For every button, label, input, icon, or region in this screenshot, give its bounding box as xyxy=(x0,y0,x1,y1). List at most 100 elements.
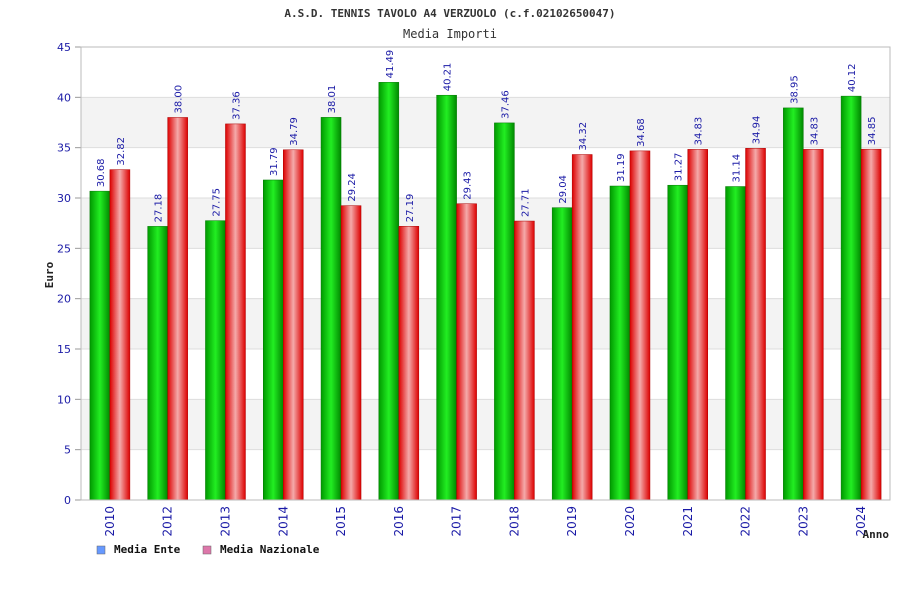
bar-media-nazionale xyxy=(340,205,362,501)
y-axis-ticks: 0 5 10 15 20 25 30 35 40 45 xyxy=(57,41,81,507)
plot-band xyxy=(81,449,890,500)
plot-band xyxy=(81,298,890,349)
value-label: 32.82 xyxy=(116,137,127,166)
bar-media-ente xyxy=(378,82,400,501)
bar-media-nazionale xyxy=(283,149,304,501)
y-tick-label: 20 xyxy=(57,293,71,306)
bar-media-ente xyxy=(320,117,342,501)
plot-band xyxy=(81,198,890,249)
y-tick-label: 10 xyxy=(57,393,71,406)
value-labels: 30.68 32.82 27.18 38.00 27.75 37.36 31.79 34.79… xyxy=(96,50,878,223)
x-tick-label: 2023 xyxy=(796,506,810,537)
plot-band xyxy=(81,248,890,299)
bar-media-nazionale xyxy=(860,148,882,501)
bar-media-ente xyxy=(725,186,746,501)
value-label: 34.85 xyxy=(867,117,878,146)
value-label: 34.32 xyxy=(578,122,589,151)
bar-media-ente xyxy=(840,95,862,501)
bar-media-nazionale xyxy=(167,117,188,501)
x-tick-label: 2013 xyxy=(218,506,232,537)
bar-media-nazionale xyxy=(398,226,420,501)
x-tick-label: 2024 xyxy=(854,506,868,537)
x-tick-label: 2020 xyxy=(623,506,637,537)
bar-media-nazionale xyxy=(109,169,131,501)
plot-border xyxy=(80,46,891,501)
bar-media-nazionale xyxy=(629,150,651,501)
value-label: 34.83 xyxy=(809,117,820,146)
bar-media-nazionale xyxy=(225,123,246,501)
y-tick-label: 25 xyxy=(57,242,71,255)
legend: Media Ente Media Nazionale xyxy=(96,543,320,556)
x-tick-label: 2012 xyxy=(161,506,175,537)
legend-label: Media Nazionale xyxy=(220,543,320,556)
plot-band xyxy=(81,97,890,148)
y-axis-label: Euro xyxy=(43,261,56,288)
bar-media-nazionale xyxy=(571,154,593,501)
bar-media-ente xyxy=(205,220,226,501)
y-tick-label: 15 xyxy=(57,343,71,356)
y-tick-label: 5 xyxy=(64,444,71,457)
value-label: 34.94 xyxy=(752,116,763,145)
x-axis-label: Anno xyxy=(863,528,890,541)
value-label: 31.27 xyxy=(674,153,685,182)
value-label: 37.36 xyxy=(231,91,242,120)
bars xyxy=(89,82,882,501)
value-label: 29.04 xyxy=(558,175,569,204)
value-label: 29.24 xyxy=(347,173,358,202)
value-label: 31.79 xyxy=(269,147,280,176)
x-tick-label: 2015 xyxy=(334,506,348,537)
value-label: 37.46 xyxy=(500,90,511,119)
x-axis-ticks: 2010 2012 2013 2014 2015 2016 2017 2018 2019 2020… xyxy=(103,506,868,537)
plot-band xyxy=(81,47,890,98)
bar-media-ente xyxy=(667,184,688,501)
bar-media-ente xyxy=(263,179,284,501)
bar-media-nazionale xyxy=(456,203,477,501)
plot-band xyxy=(81,349,890,400)
chart-subtitle: Media Importi xyxy=(403,27,497,41)
plot-band xyxy=(81,147,890,198)
y-tick-label: 30 xyxy=(57,192,71,205)
value-label: 31.19 xyxy=(616,153,627,182)
legend-swatch xyxy=(96,545,106,555)
value-label: 27.71 xyxy=(520,188,531,217)
value-label: 40.12 xyxy=(847,63,858,92)
plot-band xyxy=(81,399,890,450)
value-label: 27.18 xyxy=(154,194,165,223)
value-label: 40.21 xyxy=(443,63,454,92)
bar-media-nazionale xyxy=(803,149,824,501)
x-tick-label: 2018 xyxy=(507,506,521,537)
bar-media-ente xyxy=(89,190,111,501)
value-label: 34.68 xyxy=(636,118,647,147)
bar-media-ente xyxy=(783,107,804,501)
bar-media-ente xyxy=(609,185,631,501)
value-label: 31.14 xyxy=(732,154,743,183)
bar-media-ente xyxy=(551,207,573,501)
y-tick-label: 35 xyxy=(57,142,71,155)
x-tick-label: 2017 xyxy=(450,506,464,537)
legend-label: Media Ente xyxy=(114,543,181,556)
value-label: 30.68 xyxy=(96,159,107,188)
x-tick-label: 2019 xyxy=(565,506,579,537)
chart-title: A.S.D. TENNIS TAVOLO A4 VERZUOLO (c.f.02… xyxy=(284,7,615,20)
x-tick-label: 2014 xyxy=(276,506,290,537)
bar-media-ente xyxy=(147,226,168,501)
value-label: 38.00 xyxy=(174,85,185,114)
x-tick-label: 2016 xyxy=(392,506,406,537)
value-label: 27.19 xyxy=(405,194,416,223)
x-tick-label: 2022 xyxy=(739,506,753,537)
value-label: 27.75 xyxy=(211,188,222,217)
y-tick-label: 40 xyxy=(57,91,71,104)
value-label: 38.95 xyxy=(789,75,800,104)
bar-media-ente xyxy=(494,122,515,501)
legend-swatch xyxy=(202,545,212,555)
value-label: 41.49 xyxy=(385,50,396,79)
y-tick-label: 0 xyxy=(64,494,71,507)
x-tick-label: 2010 xyxy=(103,506,117,537)
y-tick-label: 45 xyxy=(57,41,71,54)
value-label: 29.43 xyxy=(463,171,474,200)
value-label: 38.01 xyxy=(327,85,338,114)
x-tick-label: 2021 xyxy=(681,506,695,537)
bar-media-ente xyxy=(436,94,457,501)
